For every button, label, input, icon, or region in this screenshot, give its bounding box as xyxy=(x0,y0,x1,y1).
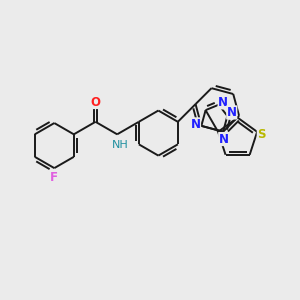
Text: N: N xyxy=(190,118,200,131)
Text: S: S xyxy=(257,128,266,141)
Text: N: N xyxy=(219,133,229,146)
Text: N: N xyxy=(218,96,228,109)
Text: NH: NH xyxy=(112,140,128,150)
Text: F: F xyxy=(50,171,58,184)
Text: O: O xyxy=(91,95,100,109)
Text: N: N xyxy=(227,106,237,119)
